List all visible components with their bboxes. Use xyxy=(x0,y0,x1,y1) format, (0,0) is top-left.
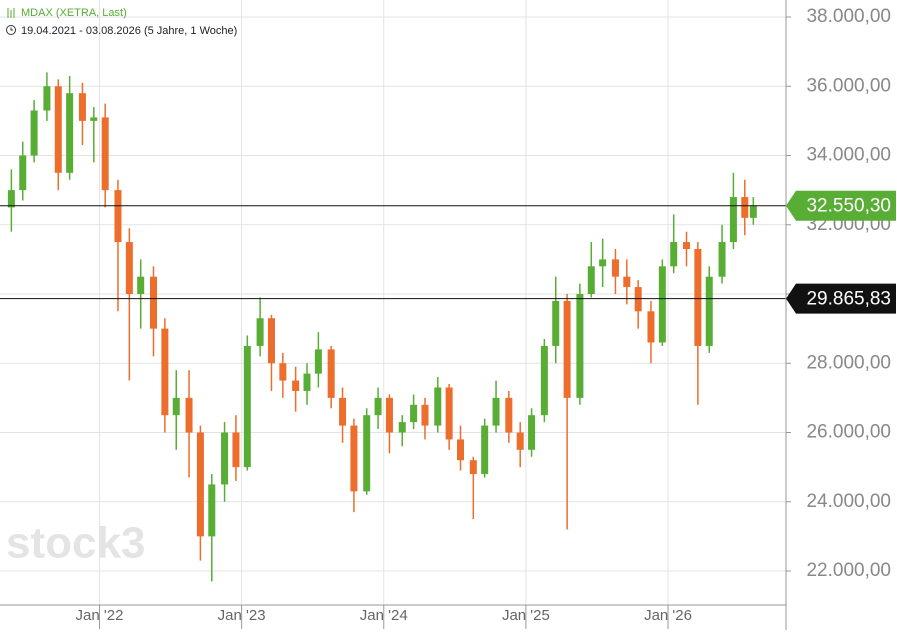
x-tick-label: Jan '26 xyxy=(644,607,692,624)
clock-hand xyxy=(10,27,13,31)
x-tick-label: Jan '25 xyxy=(502,607,550,624)
level-tag xyxy=(786,283,896,314)
candle-body xyxy=(611,259,619,277)
candle-body xyxy=(150,276,158,329)
candle-body xyxy=(185,397,193,433)
chart-title: MDAX (XETRA, Last) xyxy=(21,7,127,19)
y-tick-label: 34.000,00 xyxy=(806,145,891,166)
x-tick-label: Jan '23 xyxy=(218,607,266,624)
candle-body xyxy=(43,86,51,111)
candle-body xyxy=(469,460,477,475)
candle-body xyxy=(528,415,536,450)
candle-body xyxy=(363,415,371,492)
candle-body xyxy=(339,397,347,426)
candle-body xyxy=(292,380,300,391)
candle-body xyxy=(303,373,311,391)
x-tick-label: Jan '24 xyxy=(360,607,408,624)
candle-body xyxy=(623,276,631,288)
candle-body xyxy=(481,425,489,475)
candle-body xyxy=(172,397,180,416)
grid xyxy=(0,0,786,605)
candle-body xyxy=(634,287,642,312)
candle-body xyxy=(492,397,500,426)
candle-body xyxy=(30,110,38,156)
candle-body xyxy=(350,425,358,492)
candle-body xyxy=(125,242,133,294)
candle-body xyxy=(66,93,74,173)
candle-body xyxy=(658,266,666,343)
candle-body xyxy=(208,484,216,537)
y-tick-label: 38.000,00 xyxy=(806,6,891,27)
candle-body xyxy=(232,432,240,468)
candle-body xyxy=(54,86,62,173)
chart-subtitle: 19.04.2021 - 03.08.2026 (5 Jahre, 1 Woch… xyxy=(21,25,237,37)
candle-body xyxy=(587,266,595,294)
candle-body xyxy=(101,117,109,191)
y-tick-label: 22.000,00 xyxy=(806,560,891,581)
title-icon xyxy=(7,8,15,18)
candle-body xyxy=(243,345,251,468)
candle-body xyxy=(705,276,713,346)
candle-body xyxy=(267,318,275,364)
candle-body xyxy=(421,404,429,426)
axes: 22.000,0024.000,0026.000,0028.000,0030.0… xyxy=(76,6,896,629)
candle-body xyxy=(137,276,145,294)
candle-body xyxy=(327,349,335,398)
candle-body xyxy=(540,345,548,416)
candle-body xyxy=(410,404,418,423)
y-tick-label: 36.000,00 xyxy=(806,75,891,96)
level-tag xyxy=(786,190,896,221)
candle-body xyxy=(374,397,382,416)
candle-body xyxy=(647,311,655,343)
y-tick-label: 24.000,00 xyxy=(806,491,891,512)
candle-body xyxy=(90,117,98,121)
candle-body xyxy=(749,205,757,218)
candle-body xyxy=(576,293,584,398)
candle-body xyxy=(729,197,737,243)
candle-body xyxy=(256,318,264,346)
candle-body xyxy=(161,328,169,416)
candle-body xyxy=(457,439,465,461)
candle-body xyxy=(599,259,607,267)
candle-body xyxy=(670,242,678,267)
candles xyxy=(0,72,786,582)
candle-body xyxy=(445,387,453,440)
watermark: stock3 xyxy=(6,519,145,568)
level-label: 32.550,30 xyxy=(806,196,891,217)
candle-body xyxy=(314,349,322,374)
y-tick-label: 28.000,00 xyxy=(806,352,891,373)
candle-body xyxy=(196,432,204,537)
candle-body xyxy=(279,363,287,381)
clock-icon xyxy=(6,25,16,35)
candle-body xyxy=(683,242,691,249)
candle-body xyxy=(552,300,560,346)
level-label: 29.865,83 xyxy=(806,289,891,310)
candle-body xyxy=(398,422,406,433)
candle-body xyxy=(718,242,726,277)
candle-body xyxy=(221,432,229,485)
candle-body xyxy=(78,93,86,121)
candle-body xyxy=(694,248,702,346)
candle-body xyxy=(19,155,27,191)
x-tick-label: Jan '22 xyxy=(76,607,124,624)
candle-body xyxy=(7,190,15,208)
candle-body xyxy=(505,397,513,433)
y-tick-label: 26.000,00 xyxy=(806,422,891,443)
candle-body xyxy=(563,300,571,398)
candle-body xyxy=(434,387,442,426)
candle-body xyxy=(114,190,122,243)
candle-body xyxy=(741,197,749,218)
candle-body xyxy=(516,432,524,450)
candle-body xyxy=(385,397,393,433)
